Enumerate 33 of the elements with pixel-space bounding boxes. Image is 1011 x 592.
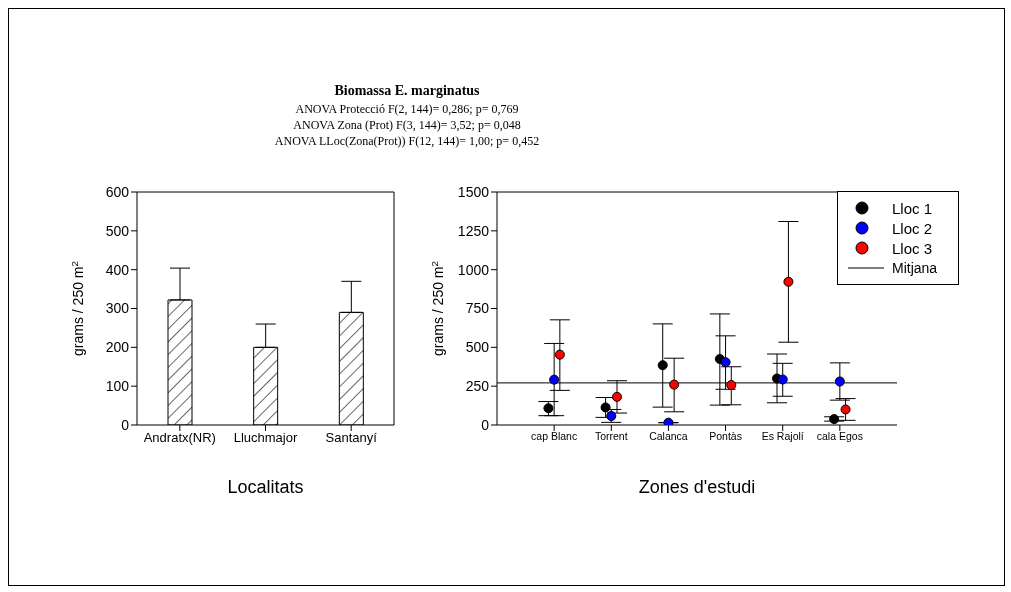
y-tick-label: 1500	[457, 183, 490, 200]
legend-label: Lloc 3	[892, 239, 933, 257]
y-tick-label: 750	[465, 300, 490, 317]
x-tick-label: cap Blanc	[531, 430, 578, 443]
x-tick-label: Andratx(NR)	[143, 430, 216, 446]
y-tick-label: 500	[105, 222, 130, 239]
x-tick-label: Lluchmajor	[233, 430, 298, 446]
text: ANOVA Protecció F(2, 144)= 0,286; p= 0,769	[294, 101, 520, 117]
text: ANOVA LLoc(Zona(Prot)) F(12, 144)= 1,00; p= 0,452	[273, 133, 541, 149]
x-axis-title: Zones d'estudi	[638, 477, 756, 497]
y-tick-label: 0	[121, 416, 130, 433]
legend-label: Lloc 2	[892, 219, 933, 237]
x-tick-label: Calanca	[649, 430, 688, 443]
x-tick-label: Torrent	[594, 430, 628, 443]
y-tick-label: 300	[105, 300, 130, 317]
y-tick-label: 100	[105, 378, 130, 395]
y-tick-label: 400	[105, 261, 130, 278]
x-tick-label: Santanyí	[325, 430, 378, 446]
legend-label: Lloc 1	[892, 199, 933, 217]
legend-label: Mitjana	[892, 260, 938, 276]
chart-title: Biomassa E. marginatus	[333, 83, 481, 99]
x-axis-title: Localitats	[227, 477, 304, 497]
text: ANOVA Zona (Prot) F(3, 144)= 3,52; p= 0,048	[292, 117, 522, 133]
y-tick-label: 250	[465, 378, 490, 395]
x-tick-label: cala Egos	[816, 430, 863, 443]
x-tick-label: Pontàs	[709, 430, 742, 443]
y-tick-label: 600	[105, 183, 130, 200]
y-tick-label: 500	[465, 339, 490, 356]
y-tick-label: 1250	[457, 222, 490, 239]
y-tick-label: 0	[481, 416, 490, 433]
y-tick-label: 1000	[457, 261, 490, 278]
x-tick-label: Es Rajolí	[761, 430, 804, 443]
y-tick-label: 200	[105, 339, 130, 356]
